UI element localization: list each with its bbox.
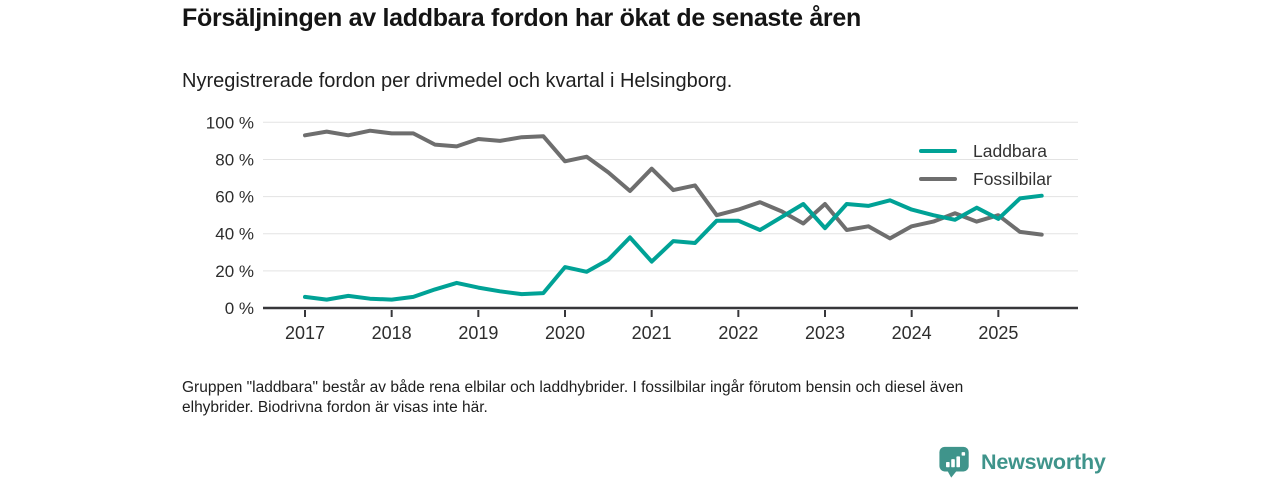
y-axis-label: 40 %: [215, 225, 254, 244]
y-axis-label: 100 %: [206, 113, 254, 132]
chart-legend: Laddbara Fossilbilar: [919, 137, 1052, 193]
fossilbilar-line-swatch: [919, 176, 957, 182]
chart-footnote: Gruppen "laddbara" består av både rena e…: [182, 378, 1082, 417]
legend-item-fossilbilar: Fossilbilar: [919, 165, 1052, 193]
y-axis-label: 60 %: [215, 188, 254, 207]
newsworthy-logo-text: Newsworthy: [981, 449, 1106, 474]
legend-label-fossilbilar: Fossilbilar: [973, 168, 1052, 189]
x-axis-label: 2025: [978, 323, 1018, 343]
y-axis-label: 80 %: [215, 150, 254, 169]
legend-label-laddbara: Laddbara: [973, 140, 1047, 161]
laddbara-line-swatch: [919, 148, 957, 154]
fossilbilar-line: [303, 128, 1044, 241]
laddbara-line: [303, 193, 1044, 302]
x-axis-label: 2018: [372, 323, 412, 343]
newsworthy-logo-icon: [939, 446, 969, 478]
x-axis-label: 2021: [632, 323, 672, 343]
x-axis-label: 2023: [805, 323, 845, 343]
chart-subtitle: Nyregistrerade fordon per drivmedel och …: [182, 70, 733, 92]
newsworthy-logo: Newsworthy: [938, 445, 1106, 479]
legend-item-laddbara: Laddbara: [919, 137, 1052, 165]
x-axis-label: 2017: [285, 323, 325, 343]
x-axis-label: 2019: [458, 323, 498, 343]
x-axis-label: 2022: [718, 323, 758, 343]
y-axis-label: 20 %: [215, 262, 254, 281]
x-axis-label: 2024: [892, 323, 932, 343]
footnote-line-2: elhybrider. Biodrivna fordon är visas in…: [182, 398, 488, 416]
x-axis-label: 2020: [545, 323, 585, 343]
y-axis-label: 0 %: [225, 299, 254, 318]
chart-title: Försäljningen av laddbara fordon har öka…: [182, 4, 861, 32]
line-chart: 2017 2018 2019 2020 2021 2022 2023 2024 2025 0 % 2…: [206, 113, 1078, 343]
footnote-line-1: Gruppen "laddbara" består av både rena e…: [182, 379, 964, 396]
